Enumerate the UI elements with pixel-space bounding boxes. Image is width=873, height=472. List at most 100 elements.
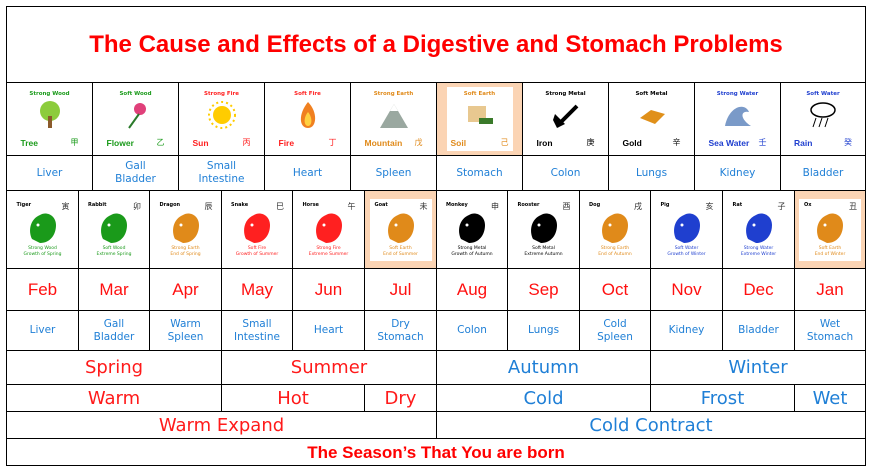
animal-element: Soft Earth bbox=[818, 245, 842, 251]
rooster-head-icon bbox=[530, 212, 557, 243]
element-type: Soft Earth bbox=[463, 91, 496, 97]
ox-head-icon bbox=[817, 212, 843, 243]
element-character: 丁 bbox=[328, 138, 337, 147]
element-type: Strong Fire bbox=[204, 91, 239, 97]
animal-element: Soft Metal bbox=[532, 245, 555, 251]
animal-cell-dog: Dog 戌 Strong Earth End of Autumn bbox=[580, 191, 651, 269]
animal-character: 申 bbox=[491, 201, 499, 211]
element-character: 甲 bbox=[70, 138, 79, 147]
season-spring: Spring bbox=[7, 351, 222, 385]
animal-cell-ox: Ox 丑 Soft Earth End of Winter bbox=[795, 191, 866, 269]
animal-description: Strong Earth End of Autumn bbox=[584, 246, 646, 258]
element-name: Flower bbox=[106, 138, 134, 148]
animal-character: 卯 bbox=[133, 201, 141, 211]
animal-character: 午 bbox=[347, 201, 356, 211]
pig-head-icon bbox=[673, 212, 700, 243]
monkey-head-icon bbox=[459, 212, 485, 243]
animal-season-phase: Growth of Winter bbox=[667, 251, 706, 257]
animal-name: Monkey bbox=[446, 201, 468, 208]
animal-name: Rooster bbox=[517, 201, 540, 208]
element-name: Mountain bbox=[364, 138, 403, 148]
element-organ: Small Intestine bbox=[179, 156, 265, 191]
animal-season-phase: End of Autumn bbox=[598, 251, 632, 257]
animal-character: 亥 bbox=[705, 201, 714, 211]
month-organ: Wet Stomach bbox=[795, 311, 866, 351]
element-type: Soft Metal bbox=[635, 91, 668, 97]
element-cell-iron: Strong Metal Iron 庚 bbox=[523, 83, 609, 156]
element-cell-mountain: Strong Earth Mountain 戊 bbox=[351, 83, 437, 156]
month-label: Sep bbox=[508, 269, 580, 311]
tree-icon bbox=[39, 101, 60, 128]
animal-season-phase: Extreme Spring bbox=[96, 251, 132, 257]
animal-cell-tiger: Tiger 寅 Strong Wood Growth of Spring bbox=[7, 191, 79, 269]
animal-cell-rooster: Rooster 酉 Soft Metal Extreme Autumn bbox=[508, 191, 580, 269]
animal-cell-goat: Goat 未 Soft Earth End of Summer bbox=[365, 191, 437, 269]
expansion-warm-expand: Warm Expand bbox=[7, 412, 437, 439]
element-type: Soft Wood bbox=[119, 91, 152, 97]
element-organ: Colon bbox=[523, 156, 609, 191]
animal-season-phase: Growth of Spring bbox=[23, 251, 62, 257]
climate-cold: Cold bbox=[437, 385, 651, 412]
element-card: Strong Fire Sun 丙 bbox=[188, 87, 255, 151]
animal-element: Strong Water bbox=[743, 245, 774, 251]
month-organ: Cold Spleen bbox=[580, 311, 651, 351]
element-cell-gold: Soft Metal Gold 辛 bbox=[609, 83, 695, 156]
animal-character: 巳 bbox=[276, 201, 284, 211]
element-character: 癸 bbox=[844, 138, 852, 147]
animal-card: Pig 亥 Soft Water Growth of Winter bbox=[655, 198, 718, 261]
element-type: Strong Metal bbox=[545, 91, 586, 97]
animal-season-phase: Extreme Winter bbox=[740, 251, 777, 257]
month-organ: Dry Stomach bbox=[365, 311, 437, 351]
month-organ: Colon bbox=[437, 311, 508, 351]
element-organ: Lungs bbox=[609, 156, 695, 191]
animal-cell-snake: Snake 巳 Soft Fire Growth of Summer bbox=[222, 191, 293, 269]
month-label: Nov bbox=[651, 269, 723, 311]
climate-warm: Warm bbox=[7, 385, 222, 412]
animal-name: Rabbit bbox=[88, 201, 107, 208]
animal-card: Tiger 寅 Strong Wood Growth of Spring bbox=[11, 198, 74, 261]
animal-character: 丑 bbox=[849, 201, 857, 211]
element-cell-tree: Strong Wood Tree 甲 bbox=[7, 83, 93, 156]
month-organ: Bladder bbox=[723, 311, 795, 351]
chart-table: The Cause and Effects of a Digestive and… bbox=[6, 6, 866, 466]
fire-icon bbox=[300, 102, 315, 128]
animal-character: 寅 bbox=[61, 201, 70, 211]
animal-card: Rooster 酉 Soft Metal Extreme Autumn bbox=[512, 198, 575, 261]
animal-character: 酉 bbox=[562, 201, 571, 211]
animal-element: Soft Earth bbox=[389, 245, 412, 251]
animal-character: 戌 bbox=[634, 201, 642, 211]
element-organ: Liver bbox=[7, 156, 93, 191]
animal-card: Ox 丑 Soft Earth End of Winter bbox=[799, 198, 861, 261]
month-label: Dec bbox=[723, 269, 795, 311]
animal-name: Pig bbox=[660, 201, 670, 208]
footer-caption: The Season’s That You are born bbox=[307, 442, 565, 462]
element-character: 辛 bbox=[672, 138, 681, 147]
animal-character: 辰 bbox=[204, 201, 213, 211]
season-summer: Summer bbox=[222, 351, 437, 385]
animal-cell-monkey: Monkey 申 Strong Metal Growth of Autumn bbox=[437, 191, 508, 269]
element-name: Rain bbox=[794, 138, 813, 148]
month-organ: Small Intestine bbox=[222, 311, 293, 351]
animal-card: Dragon 辰 Strong Earth End of Spring bbox=[154, 198, 217, 261]
animal-name: Tiger bbox=[16, 201, 32, 208]
element-organ: Heart bbox=[265, 156, 351, 191]
element-cell-sea-water: Strong Water Sea Water 壬 bbox=[695, 83, 781, 156]
animal-card: Rat 子 Strong Water Extreme Winter bbox=[727, 198, 790, 261]
element-card: Soft Metal Gold 辛 bbox=[618, 87, 685, 151]
flower-icon bbox=[127, 103, 146, 129]
element-card: Strong Wood Tree 甲 bbox=[16, 87, 83, 151]
animal-element: Strong Metal bbox=[457, 245, 487, 251]
element-name: Gold bbox=[622, 138, 642, 148]
rabbit-head-icon bbox=[101, 212, 127, 243]
element-card: Soft Water Rain 癸 bbox=[790, 87, 856, 151]
month-label: Feb bbox=[7, 269, 79, 311]
expansion-cold-contract: Cold Contract bbox=[437, 412, 866, 439]
animal-description: Soft Earth End of Summer bbox=[370, 246, 432, 258]
climate-dry: Dry bbox=[365, 385, 437, 412]
animal-season-phase: End of Spring bbox=[170, 251, 201, 257]
animal-card: Horse 午 Strong Fire Extreme Summer bbox=[297, 198, 360, 261]
animal-name: Dog bbox=[589, 201, 601, 208]
animal-season-phase: End of Winter bbox=[814, 251, 846, 257]
element-organ: Kidney bbox=[695, 156, 781, 191]
animal-element: Strong Earth bbox=[171, 245, 200, 251]
